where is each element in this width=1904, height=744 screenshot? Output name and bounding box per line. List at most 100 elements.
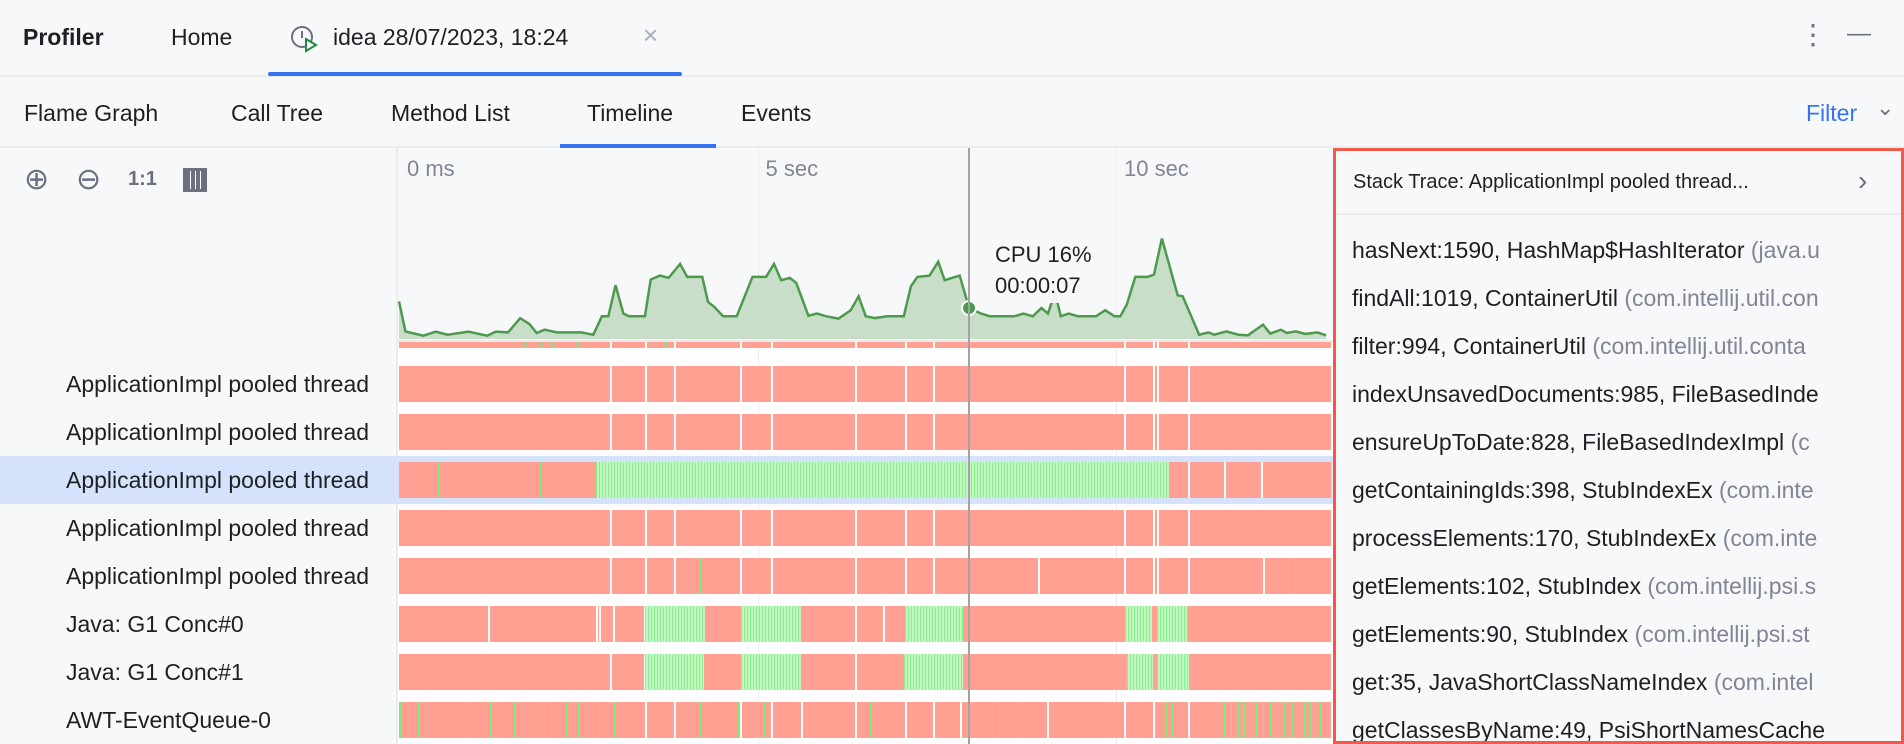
segment-gap: [1123, 366, 1126, 402]
running-sample: [566, 702, 568, 738]
zoom-in-icon[interactable]: ⊕: [24, 163, 50, 196]
thread-label[interactable]: Java: G1 Conc#1: [66, 659, 244, 685]
segment-gap: [740, 510, 742, 546]
thread-state-bar[interactable]: [398, 654, 1332, 690]
thread-label[interactable]: ApplicationImpl pooled thread: [66, 563, 370, 589]
stack-frame[interactable]: getClassesByName:49, PsiShortNamesCache: [1352, 706, 1825, 741]
segment-gap: [674, 558, 677, 594]
running-sample: [1309, 702, 1311, 738]
segment-gap: [770, 558, 773, 594]
thread-state-bar[interactable]: [398, 702, 1332, 738]
expand-chevron-icon[interactable]: ›: [1858, 165, 1868, 196]
minimize-icon[interactable]: —: [1847, 20, 1871, 47]
thread-list: ⊕ ⊖ 1:1 ApplicationImpl pooled thread App…: [0, 148, 398, 744]
stack-frame[interactable]: findAll:1019, ContainerUtil (com.intelli…: [1352, 274, 1819, 322]
segment-gap: [932, 366, 935, 402]
tab-flame-graph[interactable]: Flame Graph: [24, 100, 159, 126]
zoom-out-icon[interactable]: ⊖: [76, 163, 102, 196]
running-segment: [905, 606, 964, 642]
stack-frame[interactable]: processElements:170, StubIndexEx (com.in…: [1352, 514, 1817, 562]
thread-label[interactable]: ApplicationImpl pooled thread: [0, 456, 398, 504]
running-sample: [1255, 702, 1257, 738]
stack-frame[interactable]: indexUnsavedDocuments:985, FileBasedInde: [1352, 370, 1819, 418]
thread-state-bar[interactable]: [398, 558, 1332, 594]
segment-gap: [883, 606, 886, 642]
view-tabs: Flame Graph Call Tree Method List Timeli…: [0, 77, 1904, 148]
running-sample: [599, 702, 601, 738]
segment-gap: [904, 414, 907, 450]
segment-gap: [740, 414, 742, 450]
frame-method: hasNext:1590, HashMap$HashIterator: [1352, 237, 1745, 263]
segment-gap: [1157, 510, 1160, 546]
frame-package: (com.intellij.util.conta: [1592, 333, 1806, 359]
running-sample: [941, 702, 943, 738]
waiting-segment: [800, 606, 906, 642]
running-sample: [1270, 702, 1272, 738]
segment-gap: [904, 342, 907, 348]
time-cursor[interactable]: [968, 148, 970, 744]
tab-timeline[interactable]: Timeline: [587, 100, 674, 126]
thread-label[interactable]: ApplicationImpl pooled thread: [66, 371, 370, 397]
thread-state-bar[interactable]: [398, 462, 1332, 498]
segment-gap: [854, 510, 857, 546]
tooltip-time: 00:00:07: [995, 273, 1081, 298]
stack-trace-header[interactable]: Stack Trace: ApplicationImpl pooled thre…: [1336, 151, 1901, 215]
running-segment: [741, 654, 801, 690]
filter-button[interactable]: Filter: [1806, 100, 1858, 126]
tab-session[interactable]: idea 28/07/2023, 18:24: [333, 24, 569, 50]
more-options-icon[interactable]: ⋮: [1799, 19, 1827, 50]
segment-gap: [674, 342, 677, 348]
thread-state-bar[interactable]: [398, 366, 1332, 402]
segment-gap: [610, 510, 613, 546]
waiting-segment: [1151, 606, 1157, 642]
thread-label[interactable]: Java: G1 Conc#0: [66, 611, 244, 637]
tab-home[interactable]: Home: [171, 24, 233, 50]
thread-label[interactable]: AWT-EventQueue-0: [66, 707, 271, 733]
thread-state-bar[interactable]: [398, 510, 1332, 546]
segment-gap: [610, 654, 613, 690]
running-sample: [418, 702, 420, 738]
cpu-graph: [398, 238, 1327, 339]
thread-state-bar[interactable]: [398, 414, 1332, 450]
segment-gap: [610, 366, 613, 402]
segment-gap: [1261, 462, 1264, 498]
segment-gap: [1188, 342, 1191, 348]
segment-gap: [740, 366, 742, 402]
stack-frame[interactable]: getContainingIds:398, StubIndexEx (com.i…: [1352, 466, 1814, 514]
segment-gap: [1153, 510, 1155, 546]
segment-gap: [854, 414, 857, 450]
segment-gap: [1263, 558, 1266, 594]
stack-frame[interactable]: getElements:90, StubIndex (com.intellij.…: [1352, 610, 1810, 658]
segment-gap: [1123, 414, 1126, 450]
stack-frame[interactable]: getElements:102, StubIndex (com.intellij…: [1352, 562, 1816, 610]
segment-gap: [1188, 558, 1191, 594]
segment-gap: [932, 702, 935, 738]
stack-frame[interactable]: get:35, JavaShortClassNameIndex (com.int…: [1352, 658, 1814, 706]
tab-call-tree[interactable]: Call Tree: [231, 100, 324, 126]
tab-method-list[interactable]: Method List: [391, 100, 510, 126]
filter-chevron-icon[interactable]: ⌄: [1876, 95, 1895, 120]
thread-state-bar[interactable]: [398, 606, 1332, 642]
active-tab-indicator: [268, 72, 682, 76]
running-sample: [1230, 702, 1232, 738]
running-sample: [1291, 702, 1293, 738]
running-sample: [709, 702, 711, 738]
segment-gap: [610, 414, 613, 450]
thread-label[interactable]: ApplicationImpl pooled thread: [66, 419, 370, 445]
stack-frame[interactable]: ensureUpToDate:828, FileBasedIndexImpl (…: [1352, 418, 1810, 466]
stack-frame[interactable]: hasNext:1590, HashMap$HashIterator (java…: [1352, 226, 1820, 274]
stack-frame[interactable]: filter:994, ContainerUtil (com.intellij.…: [1352, 322, 1806, 370]
tab-events[interactable]: Events: [741, 100, 812, 126]
waiting-segment: [399, 510, 1332, 546]
waiting-segment: [399, 414, 1332, 450]
running-segment: [1127, 654, 1154, 690]
thread-state-bar[interactable]: [398, 342, 1332, 348]
running-sample: [438, 462, 440, 498]
timeline-chart[interactable]: 0 ms 5 sec 10 sec CPU 16% 00:00:07: [398, 148, 1333, 744]
close-tab-icon[interactable]: ×: [643, 20, 659, 50]
reset-zoom-button[interactable]: 1:1: [128, 168, 157, 190]
fit-to-screen-icon[interactable]: [183, 168, 207, 192]
thread-label[interactable]: ApplicationImpl pooled thread: [66, 515, 370, 541]
running-sample: [578, 342, 580, 348]
waiting-segment: [1189, 654, 1332, 690]
